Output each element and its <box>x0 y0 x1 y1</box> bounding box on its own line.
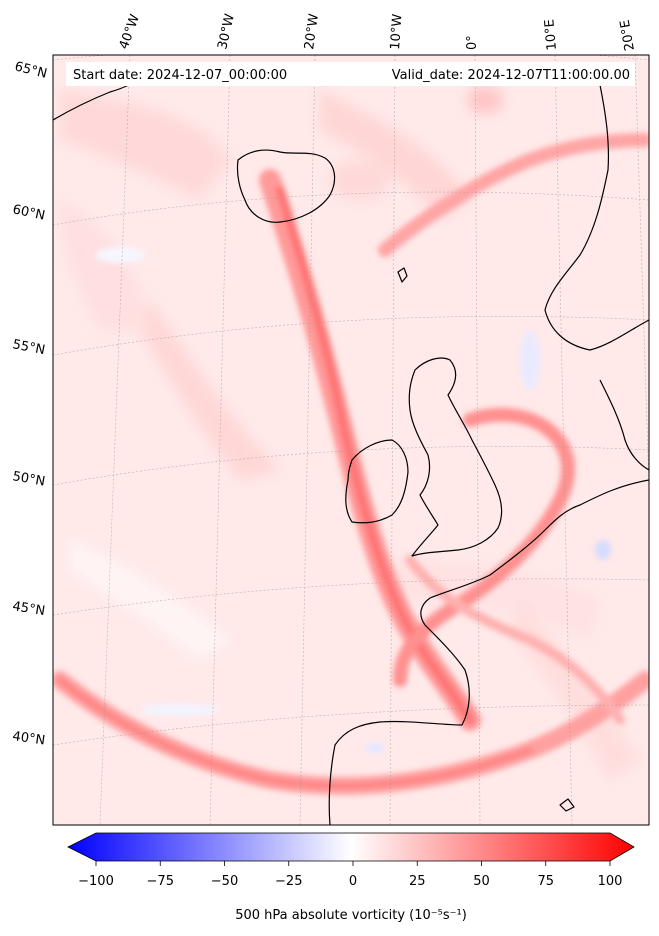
header-box <box>66 62 635 86</box>
norway-coast <box>544 84 649 351</box>
lat-label-65n: 65°N <box>13 59 48 81</box>
colorbar-tick-label: 100 <box>598 874 623 889</box>
lon-label-40w: 40°W <box>117 12 143 51</box>
colorbar-ticks: −100 −75 −50 −25 0 25 50 75 100 <box>78 861 622 889</box>
iceland-coast <box>236 149 336 223</box>
colorbar-bar <box>67 832 635 862</box>
lat-label-60n: 60°N <box>11 202 46 223</box>
map-frame <box>52 54 650 826</box>
colorbar: −100 −75 −50 −25 0 25 50 75 100 500 hPa absolute… <box>67 832 635 923</box>
latitude-labels: 65°N 60°N 55°N 50°N 45°N 40°N <box>11 59 48 748</box>
valid-date-label: Valid_date: 2024-12-07T11:00:00.00 <box>392 68 630 83</box>
lon-label-10e: 10°E <box>542 19 560 51</box>
lat-label-45n: 45°N <box>11 599 46 619</box>
lat-label-50n: 50°N <box>11 469 46 489</box>
lat-label-40n: 40°N <box>11 729 46 748</box>
colorbar-tick-label: −50 <box>211 874 238 889</box>
colorbar-tick-label: 25 <box>409 874 426 889</box>
lon-label-20w: 20°W <box>302 13 322 51</box>
lon-label-20e: 20°E <box>618 19 638 52</box>
colorbar-tick-label: −25 <box>275 874 302 889</box>
lon-label-10w: 10°W <box>388 13 405 50</box>
colorbar-tick-label: 50 <box>473 874 490 889</box>
longitude-labels: 40°W 30°W 20°W 10°W 0° 10°E 20°E <box>117 12 638 52</box>
lon-label-30w: 30°W <box>215 12 238 50</box>
colorbar-tick-label: −75 <box>147 874 174 889</box>
start-date-label: Start date: 2024-12-07_00:00:00 <box>73 68 287 83</box>
great-britain-coast <box>408 357 503 557</box>
lat-label-55n: 55°N <box>11 337 46 358</box>
colorbar-tick-label: −100 <box>78 874 114 889</box>
colorbar-tick-label: 75 <box>537 874 554 889</box>
lon-label-0: 0° <box>465 35 480 50</box>
colorbar-label: 500 hPa absolute vorticity (10⁻⁵s⁻¹) <box>235 908 467 923</box>
vorticity-field <box>53 55 649 825</box>
colorbar-tick-label: 0 <box>349 874 357 889</box>
ireland-coast <box>345 439 409 524</box>
